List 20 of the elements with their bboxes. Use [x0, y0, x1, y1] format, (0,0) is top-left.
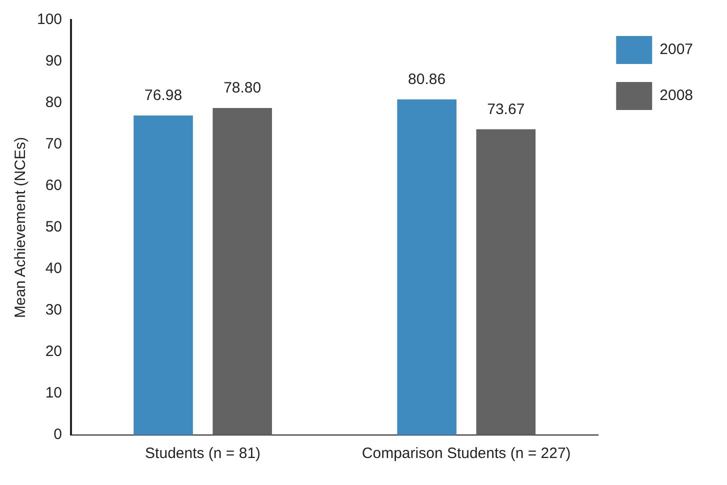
y-tick-label: 80 — [45, 94, 62, 112]
y-tick-label: 40 — [45, 260, 62, 278]
text: 73.67 — [487, 100, 525, 118]
y-tick-label: 30 — [45, 302, 62, 319]
y-tick-label: 60 — [45, 177, 62, 194]
y-axis-title: Mean Achievement (NCEs) — [12, 137, 30, 318]
legend-label: 2008 — [660, 87, 694, 104]
text: 80.86 — [408, 71, 446, 88]
text: 78.80 — [224, 80, 262, 97]
y-tick-label: 100 — [36, 11, 62, 28]
y-tick-label: 10 — [45, 384, 62, 402]
y-tick-label: 50 — [45, 218, 62, 236]
legend-label: 2007 — [660, 41, 694, 58]
x-tick-label: Students (n = 81) — [145, 445, 261, 462]
text: 76.98 — [144, 87, 182, 104]
y-tick-label: 90 — [45, 52, 62, 70]
x-tick-label: Comparison Students (n = 227) — [362, 445, 571, 462]
y-tick-label: 20 — [45, 343, 62, 360]
y-tick-label: 70 — [45, 136, 62, 153]
y-tick-label: 0 — [54, 426, 62, 444]
